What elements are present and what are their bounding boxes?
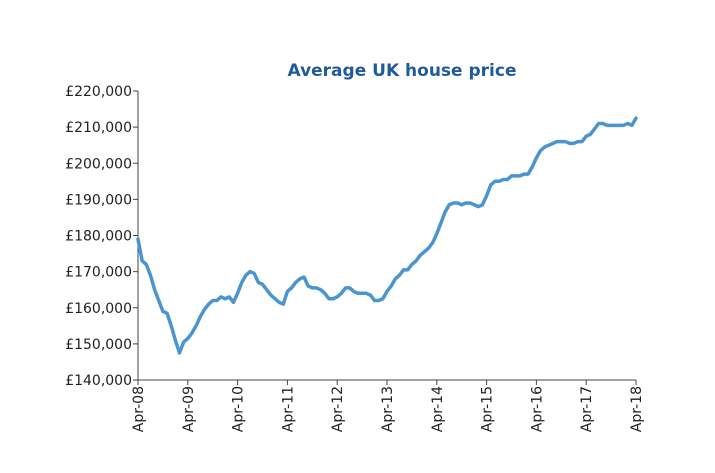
y-tick-label: £200,000 bbox=[65, 156, 132, 172]
x-tick-label: Apr-09 bbox=[181, 386, 197, 432]
x-tick-label: Apr-10 bbox=[231, 386, 247, 432]
y-tick-label: £190,000 bbox=[65, 192, 132, 208]
x-tick-label: Apr-14 bbox=[430, 386, 446, 432]
x-tick-label: Apr-11 bbox=[280, 386, 296, 432]
x-tick-label: Apr-08 bbox=[131, 386, 147, 432]
x-tick-label: Apr-18 bbox=[629, 386, 645, 432]
x-tick-label: Apr-13 bbox=[380, 386, 396, 432]
y-tick-label: £180,000 bbox=[65, 229, 132, 245]
chart-title: Average UK house price bbox=[288, 61, 517, 81]
y-tick-label: £150,000 bbox=[65, 337, 132, 353]
y-tick-label: £210,000 bbox=[65, 120, 132, 136]
x-tick-label: Apr-16 bbox=[529, 386, 545, 432]
x-tick-label: Apr-12 bbox=[330, 386, 346, 432]
y-tick-label: £170,000 bbox=[65, 265, 132, 281]
line-series bbox=[136, 116, 638, 355]
x-tick-label: Apr-17 bbox=[579, 386, 595, 432]
x-tick-label: Apr-15 bbox=[480, 386, 496, 432]
y-tick-label: £160,000 bbox=[65, 301, 132, 317]
y-tick-label: £220,000 bbox=[65, 84, 132, 100]
y-tick-label: £140,000 bbox=[65, 373, 132, 389]
